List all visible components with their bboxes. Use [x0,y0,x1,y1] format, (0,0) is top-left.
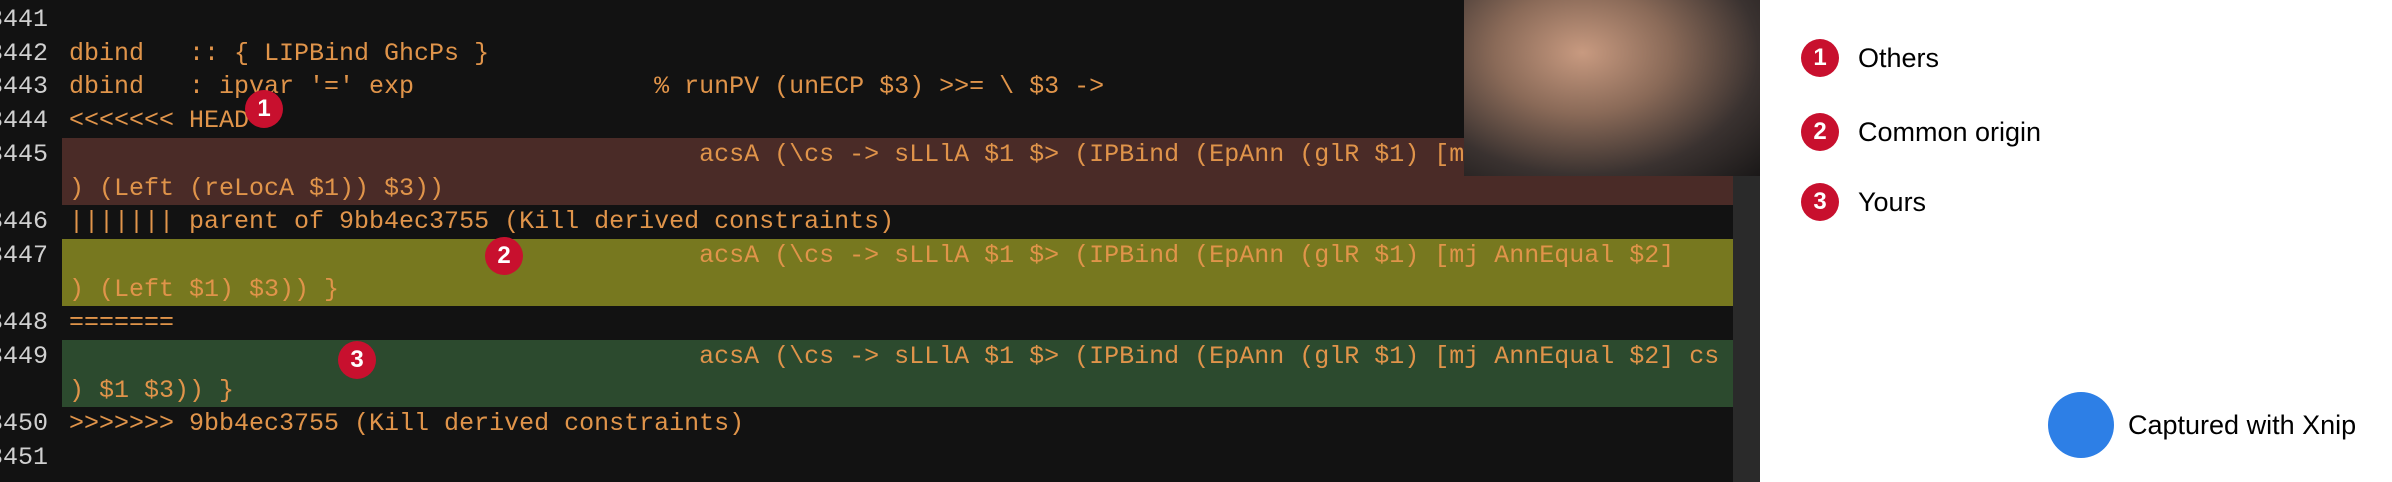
line-number: 3444 [0,106,49,136]
line-number: 3450 [0,409,49,439]
caption: Captured with Xnip [2128,410,2357,440]
conflict-marker: 3 [338,341,376,379]
code-line: acsA (\cs -> sLLlA $1 $> (IPBind (EpAnn … [69,240,1675,270]
line-number: 3442 [0,38,49,68]
conflict-band [62,137,1733,206]
code-line: ======= [69,308,175,338]
code-line: >>>>>>> 9bb4ec3755 (Kill derived constra… [69,409,745,439]
legend-label: Yours [1858,187,1927,217]
code-line: ) (Left $1) $3)) } [69,274,340,304]
conflict-marker: 1 [245,90,283,128]
legend-label: Others [1858,43,1940,73]
line-number: 3451 [0,443,49,473]
code-line: ) $1 $3)) } [69,375,235,405]
line-number: 3443 [0,72,49,102]
legend-label: Common origin [1858,117,2042,147]
line-number: 3447 [0,240,49,270]
conflict-marker: 2 [485,237,523,275]
line-number: 3445 [0,139,49,169]
code-line: dbind :: { LIPBind GhcPs } [69,38,490,68]
legend-marker: 1 [1801,39,1839,77]
line-number: 3441 [0,5,49,34]
scrollbar [1733,176,1760,482]
code-line: ) (Left (reLocA $1)) $3)) [69,173,445,203]
code-line: ||||||| parent of 9bb4ec3755 (Kill deriv… [69,207,895,237]
editor: 34413442dbind :: { LIPBind GhcPs }3443db… [0,0,1760,482]
line-number: 3446 [0,207,49,237]
conflict-band [62,238,1733,307]
code-line: <<<<<<< HEAD [69,106,250,136]
webcam-overlay [1464,0,1760,176]
line-number: 3448 [0,308,49,338]
legend-marker: 2 [1801,113,1839,151]
xnip-icon [2048,392,2114,458]
code-line: acsA (\cs -> sLLlA $1 $> (IPBind (EpAnn … [69,342,1720,371]
line-number: 3449 [0,342,49,371]
code-line: acsA (\cs -> sLLlA $1 $> (IPBind (EpAnn … [69,139,1465,169]
legend-marker: 3 [1801,183,1839,221]
